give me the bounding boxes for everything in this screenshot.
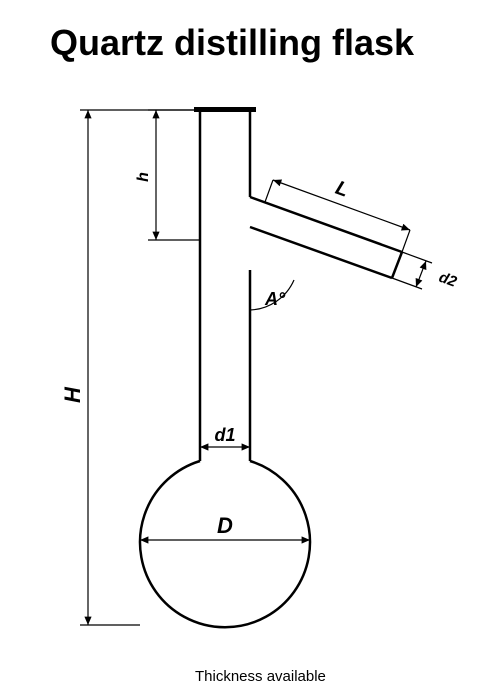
label-A: A°: [264, 289, 286, 309]
dimension-H: [80, 110, 194, 625]
label-h: h: [135, 172, 152, 182]
flask-diagram: H h d1 D L d2 A°: [40, 95, 470, 655]
page-title: Quartz distilling flask: [50, 22, 414, 64]
label-L: L: [333, 177, 352, 202]
footer-note: Thickness available: [195, 668, 326, 685]
label-H: H: [60, 386, 85, 403]
label-d2: d2: [437, 269, 460, 291]
dimension-d2: [392, 252, 432, 289]
label-D: D: [217, 513, 233, 538]
label-d1: d1: [214, 425, 235, 445]
dimension-h: [148, 110, 200, 240]
